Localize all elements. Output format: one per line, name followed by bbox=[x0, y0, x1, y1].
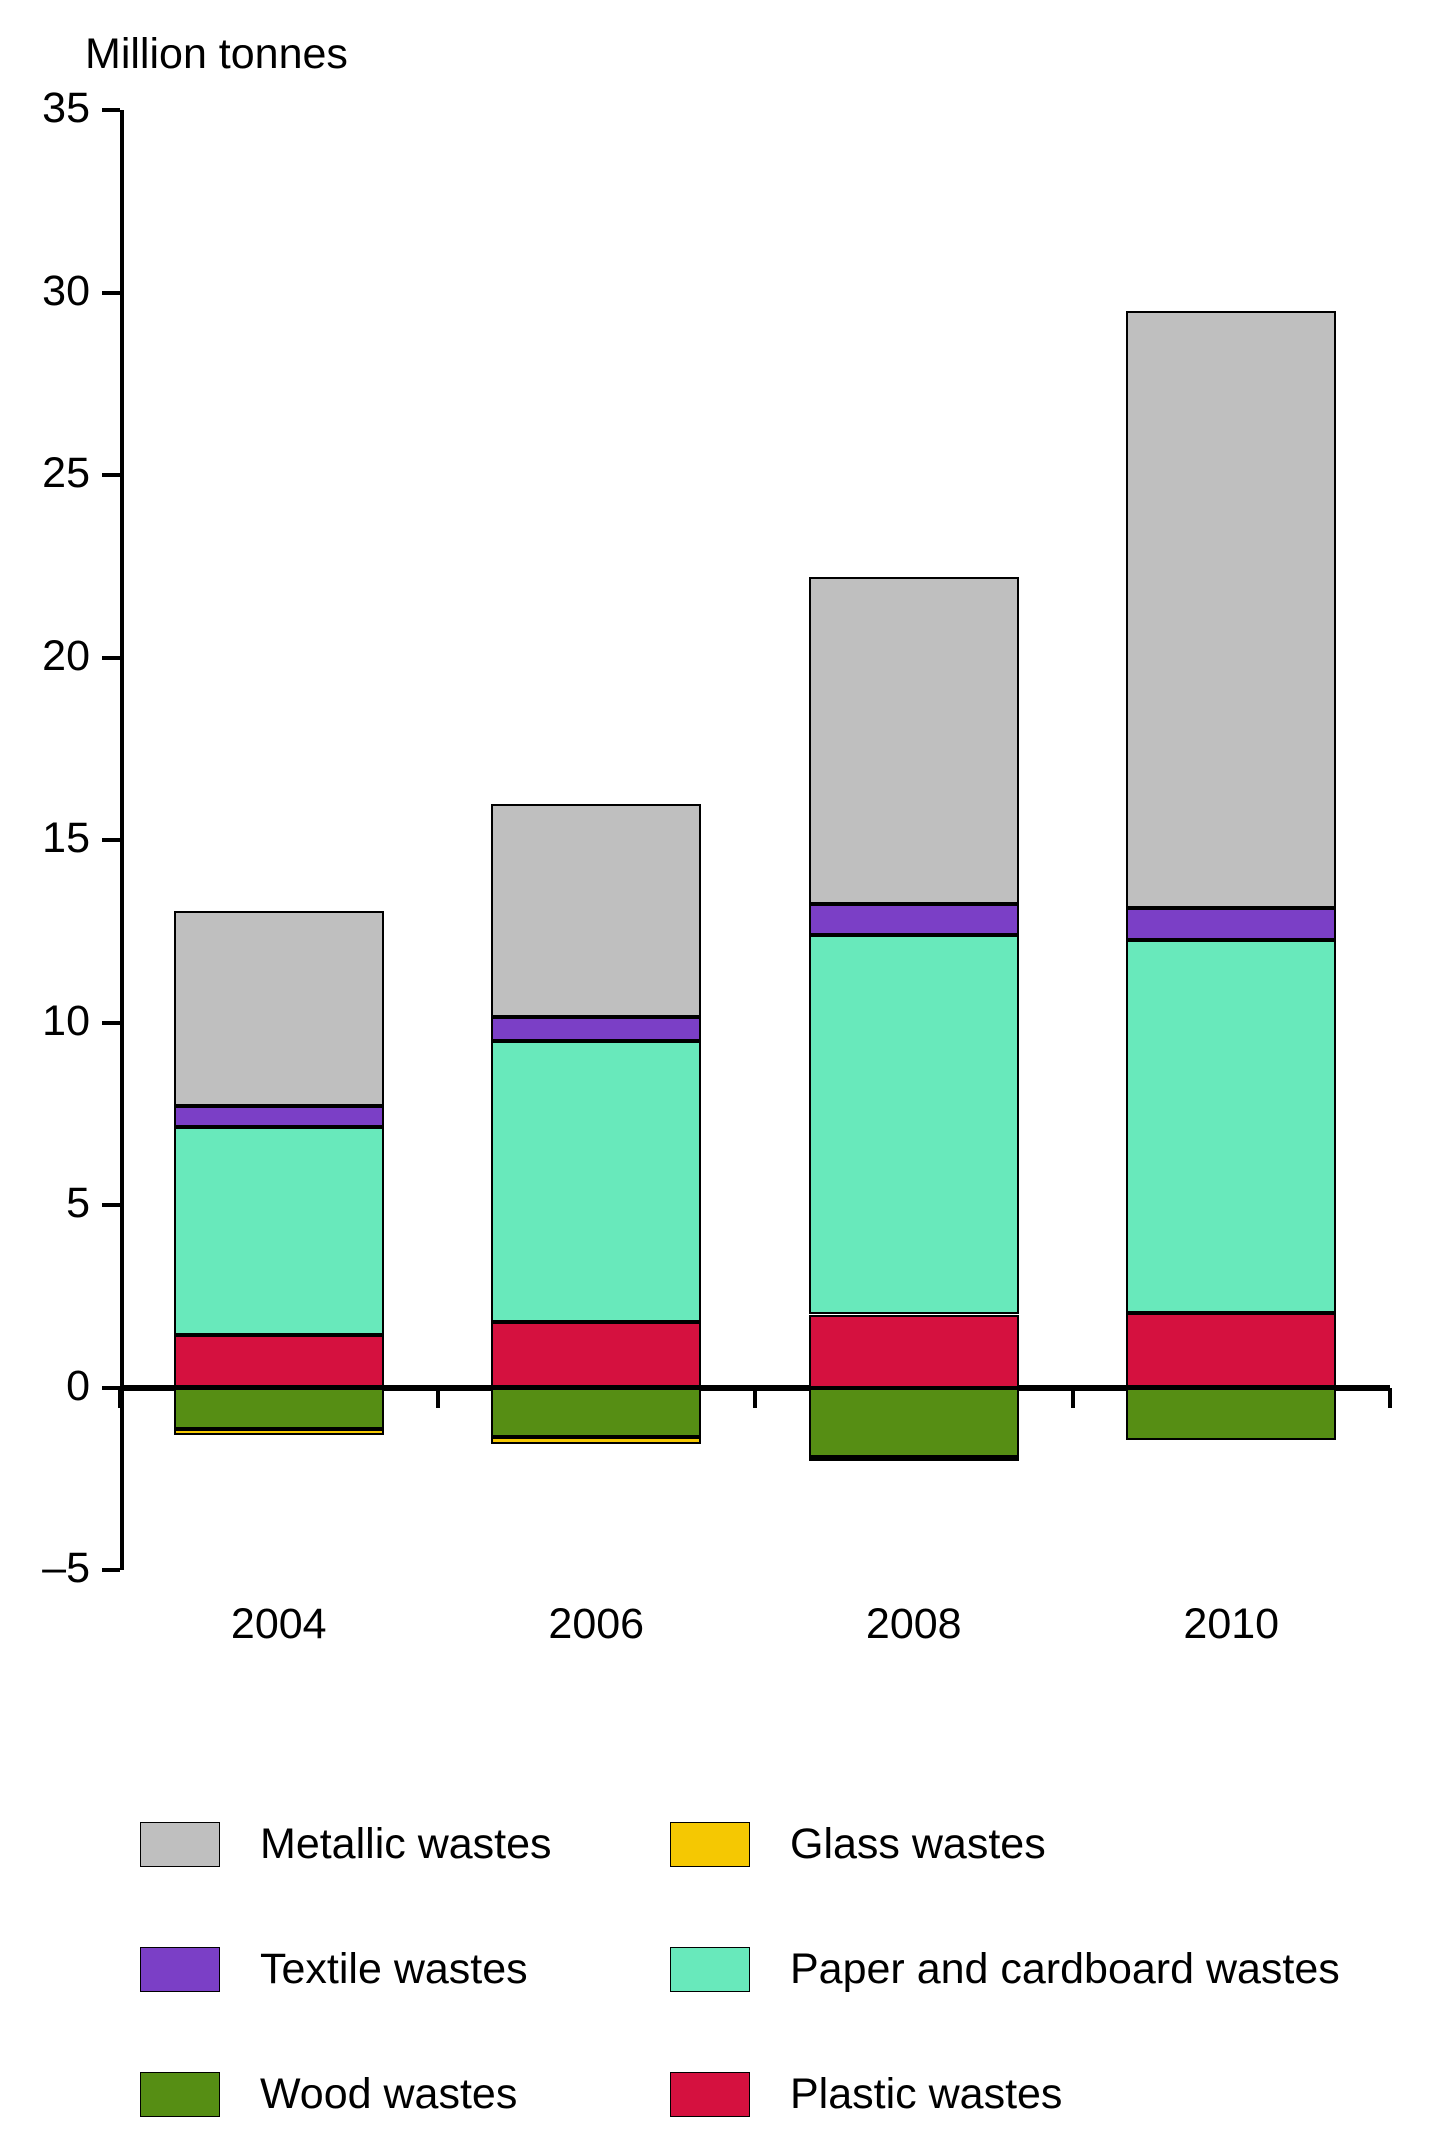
y-tick-label: 10 bbox=[0, 997, 90, 1046]
bar-segment bbox=[809, 577, 1019, 904]
waste-chart: Million tonnes–5051015202530352004200620… bbox=[0, 0, 1431, 2142]
bar-segment bbox=[809, 1388, 1019, 1457]
legend-label: Metallic wastes bbox=[260, 1820, 552, 1869]
y-tick-label: –5 bbox=[0, 1544, 90, 1593]
y-tick-label: 30 bbox=[0, 267, 90, 316]
legend-swatch bbox=[670, 2072, 750, 2117]
legend-label: Textile wastes bbox=[260, 1945, 528, 1994]
y-tick-label: 25 bbox=[0, 449, 90, 498]
bar-segment bbox=[809, 1457, 1019, 1461]
legend-swatch bbox=[670, 1947, 750, 1992]
x-tick-label: 2010 bbox=[1073, 1600, 1391, 1649]
y-tick-label: 0 bbox=[0, 1362, 90, 1411]
bar-segment bbox=[174, 1429, 384, 1434]
bar-segment bbox=[491, 1388, 701, 1437]
bar-segment bbox=[174, 1388, 384, 1430]
bar-segment bbox=[1126, 311, 1336, 908]
legend-item: Metallic wastes bbox=[140, 1820, 552, 1869]
bar-segment bbox=[174, 1335, 384, 1388]
bar-segment bbox=[491, 1017, 701, 1041]
y-tick-mark bbox=[102, 656, 120, 660]
legend-swatch bbox=[670, 1822, 750, 1867]
legend-swatch bbox=[140, 2072, 220, 2117]
bar-segment bbox=[1126, 1388, 1336, 1441]
x-tick-label: 2006 bbox=[438, 1600, 756, 1649]
bar-segment bbox=[174, 911, 384, 1106]
y-tick-mark bbox=[102, 838, 120, 842]
legend-item: Textile wastes bbox=[140, 1945, 528, 1994]
bar-segment bbox=[491, 1322, 701, 1388]
legend-item: Wood wastes bbox=[140, 2070, 517, 2119]
legend-item: Plastic wastes bbox=[670, 2070, 1062, 2119]
legend-swatch bbox=[140, 1822, 220, 1867]
y-tick-mark bbox=[102, 1568, 120, 1572]
y-axis-line bbox=[120, 110, 124, 1570]
bar-segment bbox=[1126, 1313, 1336, 1388]
bar-segment bbox=[174, 1106, 384, 1126]
bar-segment bbox=[1126, 940, 1336, 1312]
legend-swatch bbox=[140, 1947, 220, 1992]
x-tick-label: 2008 bbox=[755, 1600, 1073, 1649]
legend-label: Wood wastes bbox=[260, 2070, 517, 2119]
bar-segment bbox=[1126, 908, 1336, 941]
y-tick-mark bbox=[102, 1203, 120, 1207]
bar-segment bbox=[809, 904, 1019, 935]
legend-item: Glass wastes bbox=[670, 1820, 1046, 1869]
y-tick-label: 20 bbox=[0, 632, 90, 681]
bar-segment bbox=[174, 1127, 384, 1335]
legend-label: Paper and cardboard wastes bbox=[790, 1945, 1340, 1994]
legend-item: Paper and cardboard wastes bbox=[670, 1945, 1340, 1994]
bar-segment bbox=[491, 1437, 701, 1444]
y-axis-title: Million tonnes bbox=[85, 30, 348, 79]
x-tick-mark bbox=[436, 1388, 440, 1408]
y-tick-label: 35 bbox=[0, 84, 90, 133]
y-tick-mark bbox=[102, 473, 120, 477]
x-tick-label: 2004 bbox=[120, 1600, 438, 1649]
x-tick-mark bbox=[1388, 1388, 1392, 1408]
x-tick-mark bbox=[1071, 1388, 1075, 1408]
legend-label: Glass wastes bbox=[790, 1820, 1046, 1869]
x-tick-mark bbox=[118, 1388, 122, 1408]
bar-segment bbox=[491, 1041, 701, 1322]
legend-label: Plastic wastes bbox=[790, 2070, 1062, 2119]
bar-segment bbox=[809, 935, 1019, 1315]
bar-segment bbox=[491, 804, 701, 1018]
y-tick-label: 5 bbox=[0, 1179, 90, 1228]
bar-segment bbox=[809, 1315, 1019, 1388]
y-tick-mark bbox=[102, 108, 120, 112]
y-tick-mark bbox=[102, 291, 120, 295]
x-tick-mark bbox=[753, 1388, 757, 1408]
y-tick-label: 15 bbox=[0, 814, 90, 863]
y-tick-mark bbox=[102, 1021, 120, 1025]
